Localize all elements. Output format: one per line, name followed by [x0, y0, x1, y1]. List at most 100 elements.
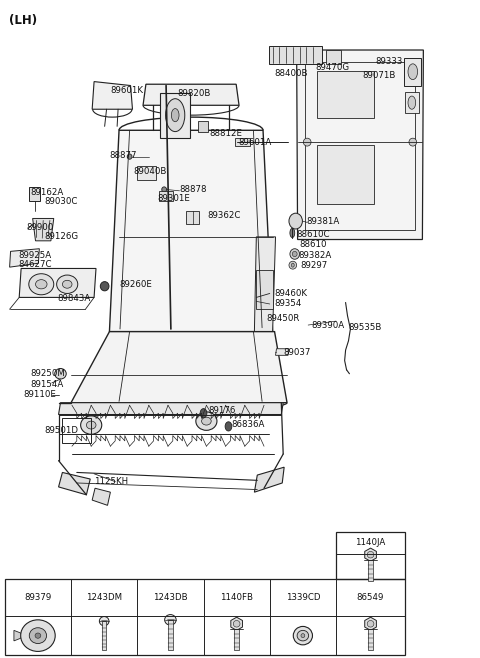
Text: 89037: 89037	[283, 348, 311, 357]
Bar	[102, 621, 106, 650]
Text: 89040B: 89040B	[133, 166, 167, 176]
Text: 89382A: 89382A	[299, 251, 332, 260]
Bar	[256, 270, 273, 309]
Polygon shape	[276, 349, 289, 355]
Ellipse shape	[81, 416, 102, 434]
Ellipse shape	[291, 263, 294, 267]
Bar	[405, 92, 419, 113]
Bar	[234, 629, 239, 650]
Text: 89110E: 89110E	[23, 390, 56, 399]
Text: 89333: 89333	[375, 57, 403, 66]
Ellipse shape	[200, 409, 207, 418]
Ellipse shape	[55, 368, 66, 379]
Text: 89126G: 89126G	[44, 232, 78, 241]
Bar	[317, 145, 374, 204]
Text: 88400B: 88400B	[275, 69, 308, 78]
Text: 1339CD: 1339CD	[286, 593, 320, 602]
Ellipse shape	[162, 187, 167, 192]
Ellipse shape	[99, 617, 109, 626]
Text: 88610C: 88610C	[297, 230, 330, 239]
Polygon shape	[71, 332, 287, 403]
Polygon shape	[297, 50, 423, 240]
Ellipse shape	[36, 280, 47, 289]
Ellipse shape	[62, 280, 72, 288]
Bar	[404, 58, 421, 86]
Text: 88812E: 88812E	[210, 129, 243, 138]
Text: 89362C: 89362C	[207, 211, 241, 220]
Text: 89154A: 89154A	[31, 380, 64, 389]
Text: 89260E: 89260E	[119, 280, 152, 289]
Text: 89843A: 89843A	[58, 294, 91, 303]
Ellipse shape	[166, 99, 185, 132]
Bar	[198, 121, 208, 132]
Ellipse shape	[171, 109, 179, 122]
Text: 89925A: 89925A	[18, 251, 51, 260]
Polygon shape	[109, 130, 273, 332]
Polygon shape	[254, 237, 276, 332]
Ellipse shape	[301, 634, 305, 638]
Polygon shape	[14, 630, 21, 641]
Ellipse shape	[127, 154, 132, 159]
Text: 89030C: 89030C	[44, 197, 78, 206]
Text: 89601A: 89601A	[238, 138, 271, 147]
Polygon shape	[365, 617, 376, 630]
Polygon shape	[92, 82, 132, 109]
Polygon shape	[365, 548, 376, 561]
Polygon shape	[59, 403, 283, 415]
Ellipse shape	[202, 417, 211, 425]
Text: 89501D: 89501D	[44, 426, 78, 435]
Bar	[62, 418, 91, 443]
Bar	[160, 93, 190, 138]
Ellipse shape	[225, 422, 232, 431]
Text: 86836A: 86836A	[231, 420, 265, 429]
Text: 89301E: 89301E	[157, 194, 190, 203]
Polygon shape	[231, 617, 242, 630]
Text: 89379: 89379	[24, 593, 51, 602]
Ellipse shape	[290, 249, 300, 259]
Ellipse shape	[165, 615, 176, 625]
Ellipse shape	[86, 421, 96, 429]
Text: 89071B: 89071B	[362, 70, 396, 80]
Polygon shape	[254, 467, 284, 492]
Text: 1125KH: 1125KH	[94, 477, 128, 486]
Text: 89460K: 89460K	[275, 289, 308, 298]
Polygon shape	[10, 249, 39, 267]
Bar	[5, 579, 405, 655]
Bar	[368, 629, 373, 650]
Ellipse shape	[57, 275, 78, 293]
Bar	[168, 620, 173, 650]
Ellipse shape	[290, 228, 295, 238]
Ellipse shape	[409, 138, 417, 146]
Ellipse shape	[292, 251, 297, 257]
Bar	[235, 138, 250, 146]
Bar	[137, 166, 156, 180]
Polygon shape	[33, 218, 54, 241]
Polygon shape	[19, 268, 96, 297]
Text: 89900: 89900	[26, 223, 53, 232]
Text: 88878: 88878	[180, 185, 207, 194]
Polygon shape	[92, 488, 110, 505]
Bar	[159, 191, 173, 201]
Ellipse shape	[289, 213, 302, 229]
Text: 1243DM: 1243DM	[86, 593, 122, 602]
Text: 88877: 88877	[109, 151, 137, 160]
Polygon shape	[143, 84, 239, 105]
Text: 89162A: 89162A	[31, 188, 64, 197]
Ellipse shape	[297, 630, 309, 641]
Ellipse shape	[29, 274, 54, 295]
Bar	[186, 211, 199, 224]
Bar	[305, 62, 415, 230]
Bar	[336, 532, 405, 579]
Ellipse shape	[367, 551, 374, 558]
Text: 89820B: 89820B	[178, 89, 211, 98]
Text: 84627C: 84627C	[18, 260, 52, 269]
Text: 89601K: 89601K	[110, 86, 144, 95]
Text: 89470G: 89470G	[316, 63, 350, 72]
Text: 89390A: 89390A	[311, 320, 344, 330]
Ellipse shape	[29, 628, 47, 644]
Ellipse shape	[303, 138, 311, 146]
Ellipse shape	[293, 626, 312, 645]
Text: 89354: 89354	[275, 299, 302, 309]
Bar	[317, 71, 374, 118]
Ellipse shape	[196, 412, 217, 430]
